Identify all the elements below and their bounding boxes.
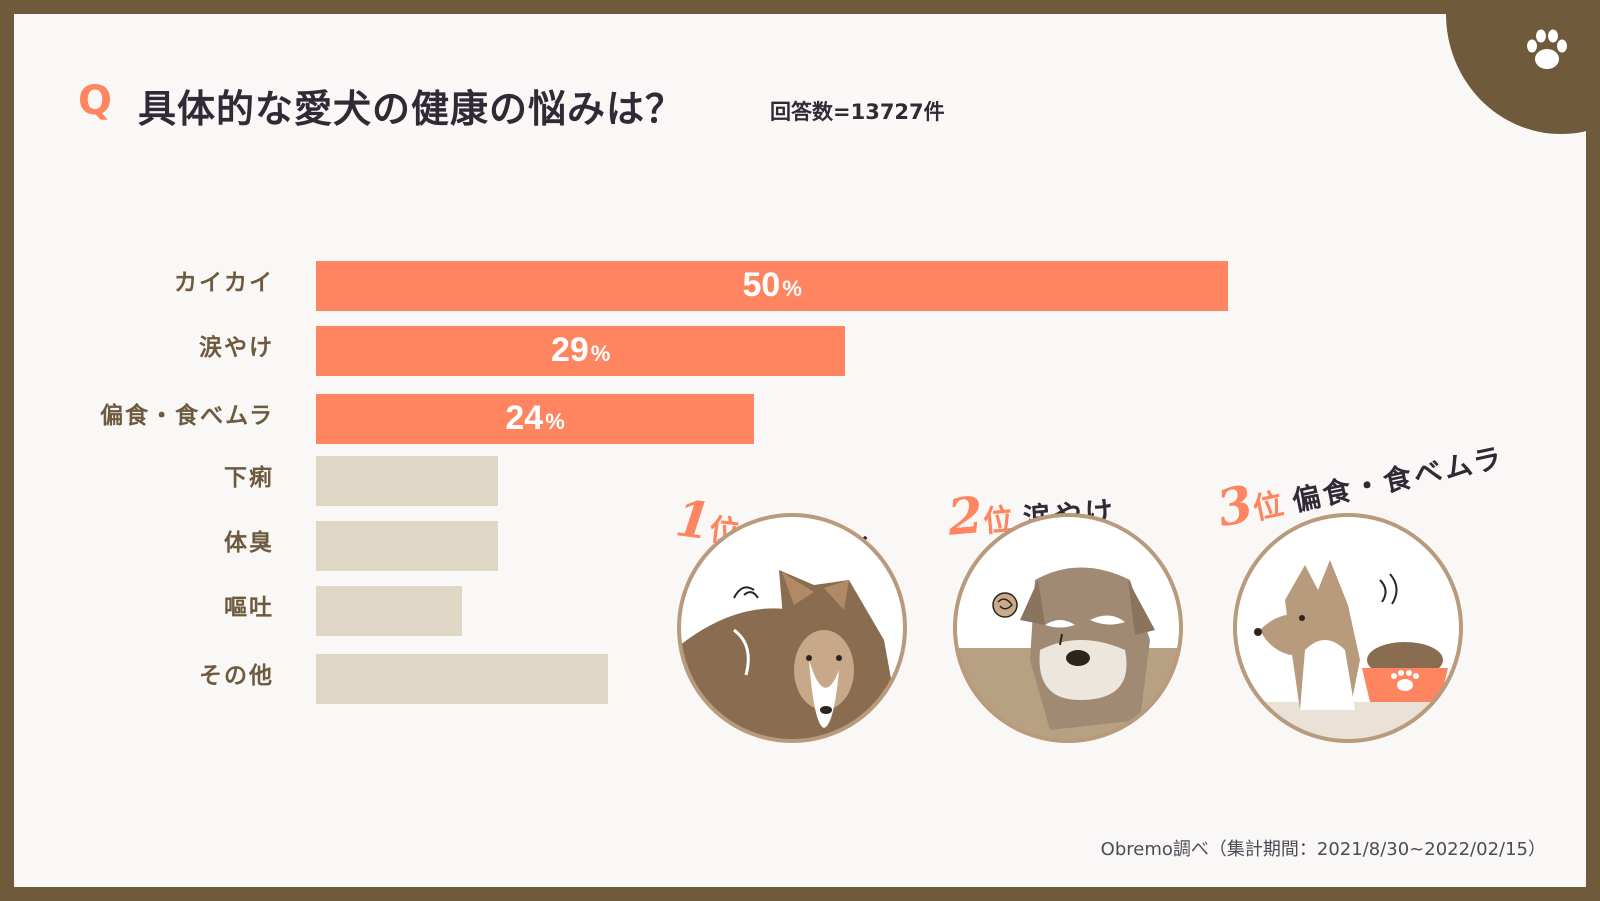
data-source: Obremo調べ（集計期間：2021/8/30~2022/02/15） [1100, 839, 1546, 860]
category-label: 下痢 [224, 465, 274, 491]
category-label: 偏食・食べムラ [100, 403, 274, 429]
bar-value-label: 24% [505, 399, 564, 438]
dog-scratching-icon [677, 513, 907, 743]
bar-value-number: 50 [742, 266, 781, 304]
paw-icon [1527, 29, 1567, 69]
category-label: カイカイ [174, 270, 274, 296]
bar [316, 521, 499, 571]
category-label: 体臭 [224, 530, 274, 556]
bar-value-unit: % [590, 341, 611, 366]
bar-value-unit: % [782, 276, 802, 301]
category-label: 涙やけ [199, 335, 274, 361]
bar-value-number: 29 [550, 331, 589, 369]
bar-value-label: 29% [551, 331, 610, 370]
category-label: その他 [199, 663, 274, 689]
shiba-food-bowl-icon [1233, 513, 1463, 743]
bar [316, 394, 754, 444]
bar [316, 654, 608, 704]
bar [316, 456, 499, 506]
bar [316, 326, 845, 376]
category-label: 嘔吐 [224, 595, 274, 621]
bar-value-unit: % [545, 409, 565, 434]
bar-value-number: 24 [505, 399, 544, 437]
bar-value-label: 50% [743, 266, 802, 305]
rank-3-name: 偏食・食べムラ [1289, 440, 1508, 518]
question-mark-label: Q [78, 78, 113, 124]
bar [316, 586, 462, 636]
respondent-count: 回答数=13727件 [770, 100, 945, 124]
bar [316, 261, 1228, 311]
page-title: 具体的な愛犬の健康の悩みは？ [138, 87, 685, 131]
infographic-card: Q 具体的な愛犬の健康の悩みは？ 回答数=13727件 カイカイ 50% 涙やけ 29… [14, 14, 1586, 887]
schnauzer-tear-stain-icon [953, 513, 1183, 743]
